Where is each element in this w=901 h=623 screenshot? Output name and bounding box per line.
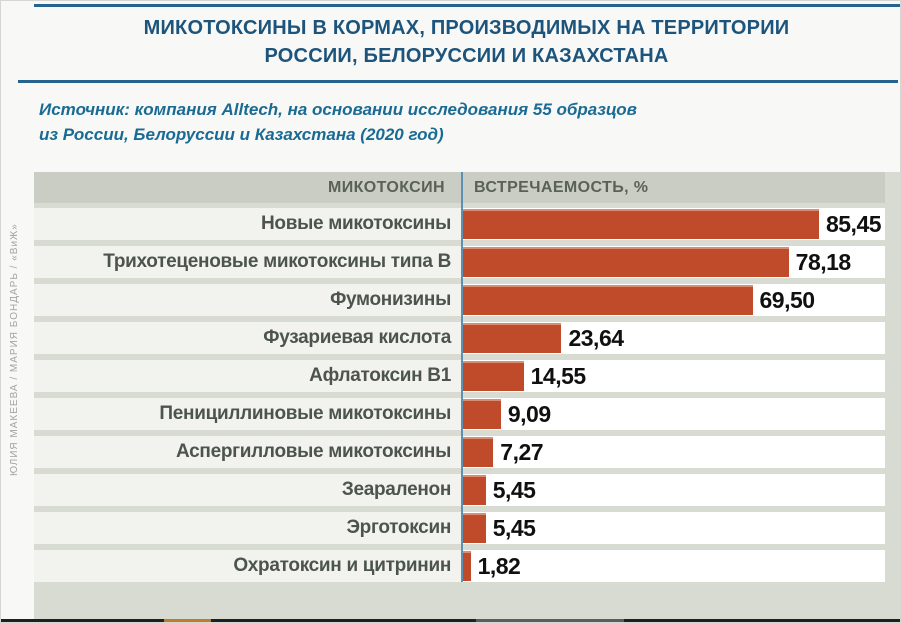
bar-value: 69,50 [759,286,816,313]
table-row: Новые микотоксины 85,45 [34,208,885,240]
footer-strip-gray-segment [476,619,624,622]
row-bar-cell: 9,09 [461,398,885,430]
row-bar-cell: 14,55 [461,360,885,392]
row-label: Зеараленон [34,474,461,506]
bar-value: 23,64 [568,324,624,351]
table-row: Трихотеценовые микотоксины типа В 78,18 [34,246,885,278]
row-label: Афлатоксин В1 [34,360,461,392]
page-title-line2: РОССИИ, БЕЛОРУССИИ И КАЗАХСТАНА [264,45,669,67]
table-row: Зеараленон 5,45 [34,474,885,506]
bar [463,437,494,467]
bar-value: 14,55 [530,362,587,389]
bar [463,361,524,391]
table-row: Эрготоксин 5,45 [34,512,885,544]
bar [463,285,753,315]
credit-byline: ЮЛИЯ МАКЕЕВА / МАРИЯ БОНДАРЬ / «ВиЖ» [9,223,20,476]
bar [463,513,486,543]
bar-value: 7,27 [500,438,544,465]
table-rows: Новые микотоксины 85,45 Трихотеценовые м… [34,208,885,582]
table-row: Фумонизины 69,50 [34,284,885,316]
row-label: Новые микотоксины [34,208,461,240]
page-title-line1: МИКОТОКСИНЫ В КОРМАХ, ПРОИЗВОДИМЫХ НА ТЕ… [143,17,790,39]
bar [463,247,789,277]
table-row: Охратоксин и цитринин 1,82 [34,550,885,582]
table-row: Фузариевая кислота 23,64 [34,322,885,354]
row-bar-cell: 7,27 [461,436,885,468]
row-label: Фумонизины [34,284,461,316]
row-bar-cell: 78,18 [461,246,885,278]
bar-value: 85,45 [825,210,882,237]
row-label: Трихотеценовые микотоксины типа В [34,246,461,278]
row-label: Аспергилловые микотоксины [34,436,461,468]
bar [463,209,819,239]
row-bar-cell: 5,45 [461,474,885,506]
row-bar-cell: 1,82 [461,550,885,582]
source-note-line2: из России, Белоруссии и Казахстана (2020… [39,125,444,144]
table-row: Пенициллиновые микотоксины 9,09 [34,398,885,430]
bar [463,475,486,505]
column-separator-line [461,172,463,582]
source-note-line1: Источник: компания Alltech, на основании… [39,100,637,119]
bar-value: 1,82 [477,552,521,579]
row-label: Охратоксин и цитринин [34,550,461,582]
row-bar-cell: 23,64 [461,322,885,354]
row-label: Эрготоксин [34,512,461,544]
bar [463,399,501,429]
bar-value: 9,09 [507,400,551,427]
footer-strip [1,619,900,622]
bar-value: 5,45 [492,476,536,503]
row-label: Пенициллиновые микотоксины [34,398,461,430]
source-note: Источник: компания Alltech, на основании… [39,97,870,147]
row-bar-cell: 85,45 [461,208,885,240]
bar [463,323,562,353]
table-row: Аспергилловые микотоксины 7,27 [34,436,885,468]
title-rule [18,80,898,83]
table-header: МИКОТОКСИН ВСТРЕЧАЕМОСТЬ, % [34,172,885,203]
bar [463,551,471,581]
bar-value: 5,45 [492,514,536,541]
top-rule [34,4,900,7]
bar-value: 78,18 [795,248,852,275]
column-header-occurrence: ВСТРЕЧАЕМОСТЬ, % [474,178,649,196]
footer-strip-orange-segment [164,619,211,622]
column-header-mycotoxin: МИКОТОКСИН [327,178,445,196]
page-title: МИКОТОКСИНЫ В КОРМАХ, ПРОИЗВОДИМЫХ НА ТЕ… [41,14,892,70]
row-bar-cell: 69,50 [461,284,885,316]
row-bar-cell: 5,45 [461,512,885,544]
row-label: Фузариевая кислота [34,322,461,354]
table-row: Афлатоксин В1 14,55 [34,360,885,392]
